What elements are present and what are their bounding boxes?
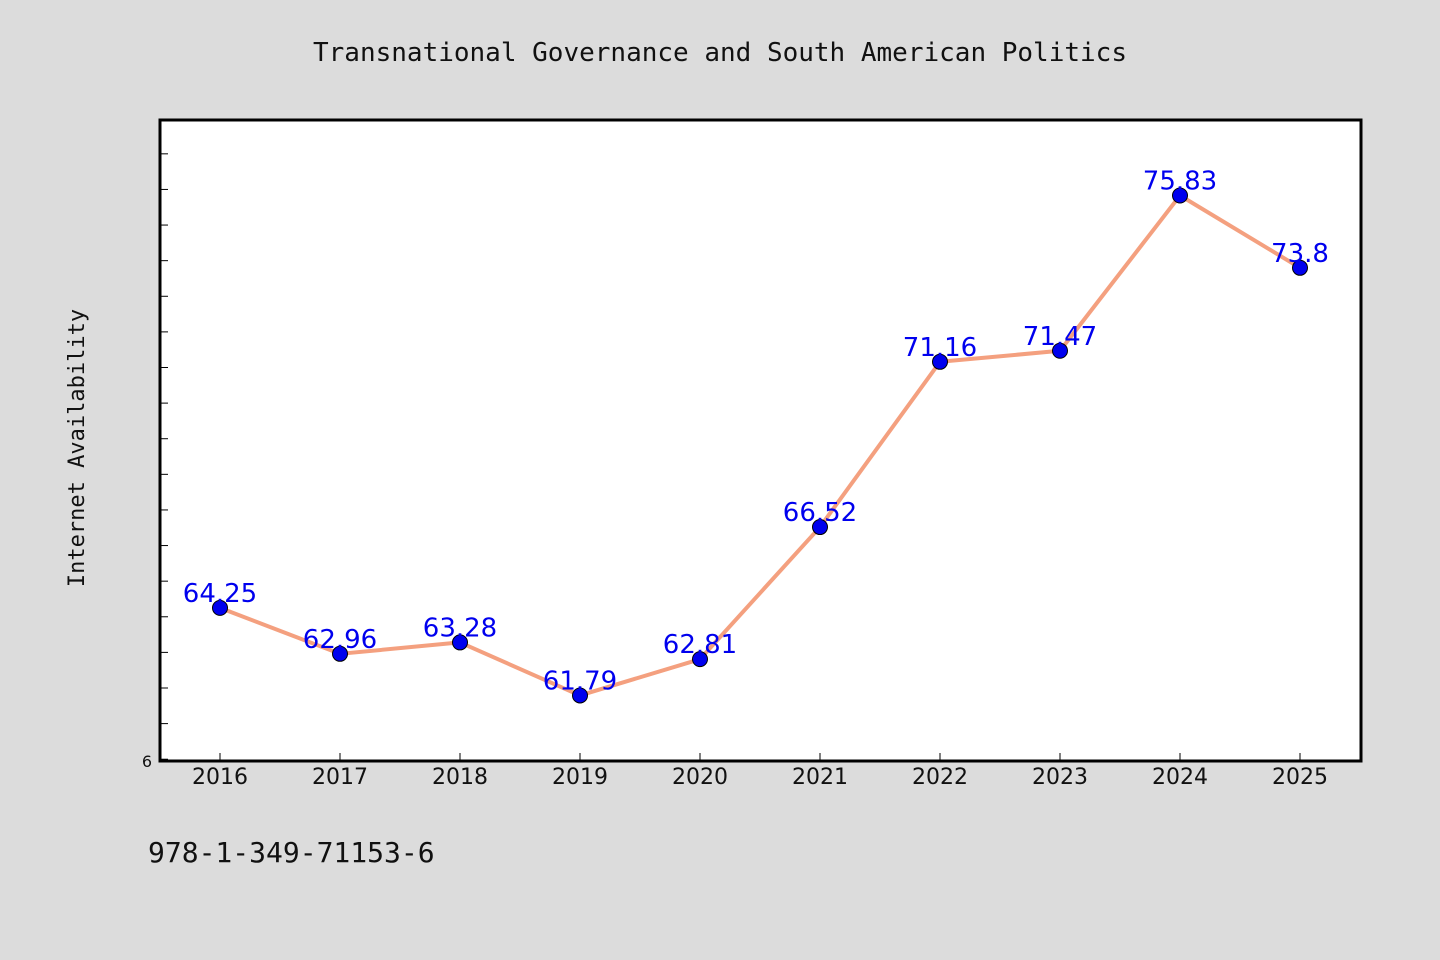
y-axis-ticks: 6 <box>142 153 168 771</box>
data-point <box>452 634 468 651</box>
x-tick-label: 2016 <box>192 765 248 790</box>
data-label-layer: 64.25 62.96 63.28 61.79 62.81 66.52 71.16 71.47… <box>183 166 1329 696</box>
x-axis-ticks: 2016 2017 2018 2019 2020 2021 2022 2023 2024 2025 <box>192 753 1328 790</box>
x-tick-label: 2021 <box>792 765 848 790</box>
x-tick-label: 2024 <box>1152 765 1208 790</box>
x-tick-label: 2019 <box>552 765 608 790</box>
plot-area <box>158 118 1363 763</box>
x-tick-label: 2017 <box>312 765 368 790</box>
series-marker-layer <box>212 187 1308 704</box>
chart-title: Transnational Governance and South Ameri… <box>313 38 1127 68</box>
data-point <box>332 645 348 662</box>
data-point <box>1292 259 1308 276</box>
data-label: 73.8 <box>1271 239 1329 269</box>
y-tick-label: 6 <box>142 752 152 771</box>
data-label: 71.16 <box>903 333 977 363</box>
y-axis-label: Internet Availability <box>65 309 90 587</box>
series-line-layer <box>218 193 1302 698</box>
data-label: 62.81 <box>663 630 737 660</box>
data-point <box>812 519 828 536</box>
data-label: 66.52 <box>783 498 857 528</box>
data-point <box>932 353 948 370</box>
data-label: 64.25 <box>183 579 257 609</box>
data-label: 63.28 <box>423 613 497 643</box>
data-point <box>212 599 228 616</box>
data-label: 75.83 <box>1143 166 1217 196</box>
data-label: 71.47 <box>1023 322 1097 352</box>
x-tick-label: 2025 <box>1272 765 1328 790</box>
data-point <box>1052 342 1068 359</box>
x-tick-label: 2023 <box>1032 765 1088 790</box>
data-label: 61.79 <box>543 666 617 696</box>
x-tick-label: 2020 <box>672 765 728 790</box>
footer-code: 978-1-349-71153-6 <box>148 836 435 869</box>
data-label: 62.96 <box>303 625 377 655</box>
x-tick-label: 2022 <box>912 765 968 790</box>
series-line <box>218 193 1302 698</box>
data-point <box>692 651 708 668</box>
data-point <box>572 687 588 704</box>
x-tick-label: 2018 <box>432 765 488 790</box>
data-point <box>1172 187 1188 204</box>
